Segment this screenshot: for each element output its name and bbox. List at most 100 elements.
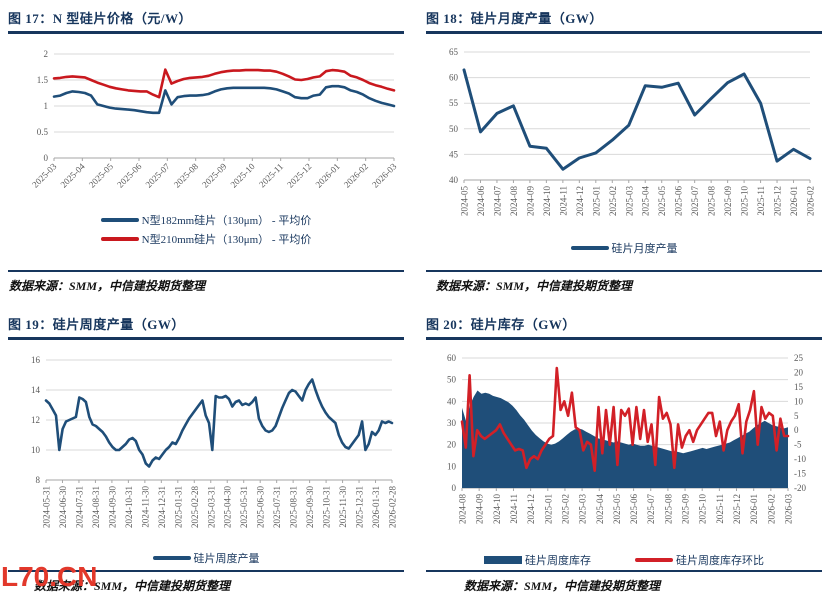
svg-text:2025-02-28: 2025-02-28 bbox=[190, 486, 200, 528]
svg-text:2026-01-31: 2026-01-31 bbox=[371, 486, 381, 528]
legend-item: 硅片周度库存环比 bbox=[635, 552, 764, 568]
svg-text:2025-06: 2025-06 bbox=[629, 494, 639, 524]
svg-text:2026-02: 2026-02 bbox=[342, 161, 370, 189]
svg-text:0: 0 bbox=[452, 483, 457, 493]
svg-text:2026-02: 2026-02 bbox=[766, 494, 776, 524]
panel-footer: 数据来源：SMM，中信建投期货整理 bbox=[426, 569, 822, 595]
svg-text:30: 30 bbox=[447, 418, 457, 428]
svg-text:10: 10 bbox=[447, 461, 457, 471]
svg-text:0: 0 bbox=[44, 153, 49, 163]
svg-text:2025-07: 2025-07 bbox=[690, 186, 700, 216]
svg-text:45: 45 bbox=[449, 149, 459, 159]
svg-text:50: 50 bbox=[447, 375, 457, 385]
legend-line-swatch bbox=[152, 556, 191, 560]
legend-label: 硅片周度库存 bbox=[525, 555, 591, 567]
legend-fig19: 硅片周度产量 bbox=[8, 550, 404, 566]
panel-footer: 数据来源：SMM，中信建投期货整理 bbox=[8, 569, 404, 595]
svg-text:60: 60 bbox=[447, 353, 457, 363]
svg-text:2024-08: 2024-08 bbox=[458, 494, 468, 524]
svg-text:2025-05: 2025-05 bbox=[612, 494, 622, 524]
svg-text:2025-10: 2025-10 bbox=[740, 186, 750, 216]
svg-text:2025-09: 2025-09 bbox=[681, 494, 691, 524]
legend-item: 硅片周度产量 bbox=[152, 550, 260, 566]
svg-text:14: 14 bbox=[31, 385, 41, 395]
legend-item: 硅片月度产量 bbox=[570, 240, 678, 256]
svg-text:2024-05: 2024-05 bbox=[460, 186, 470, 216]
legend-label: N型210mm硅片（130μm） - 平均价 bbox=[141, 234, 312, 246]
data-source-note: 数据来源：SMM，中信建投期货整理 bbox=[464, 579, 661, 593]
svg-text:2025-04: 2025-04 bbox=[595, 494, 605, 524]
svg-text:10: 10 bbox=[794, 396, 804, 406]
svg-text:2025-05: 2025-05 bbox=[87, 161, 116, 190]
svg-text:2026-03: 2026-03 bbox=[784, 494, 794, 524]
svg-text:2024-08: 2024-08 bbox=[509, 186, 519, 216]
svg-text:2024-10: 2024-10 bbox=[542, 186, 552, 216]
legend-line-swatch bbox=[100, 218, 139, 222]
svg-text:2024-06-30: 2024-06-30 bbox=[58, 486, 68, 528]
svg-text:2025-10-31: 2025-10-31 bbox=[322, 486, 332, 528]
svg-text:12: 12 bbox=[31, 415, 40, 425]
svg-text:40: 40 bbox=[449, 175, 459, 185]
svg-text:2025-10: 2025-10 bbox=[228, 161, 257, 190]
svg-text:2025-03: 2025-03 bbox=[624, 186, 634, 216]
svg-text:-20: -20 bbox=[794, 483, 806, 493]
svg-text:2026-03: 2026-03 bbox=[370, 161, 399, 190]
title-rule bbox=[8, 337, 404, 340]
title-rule bbox=[426, 31, 822, 34]
data-source-note: 数据来源：SMM，中信建投期货整理 bbox=[9, 279, 206, 293]
title-rule bbox=[426, 337, 822, 340]
panel-title: 图 20：硅片库存（GW） bbox=[426, 317, 576, 332]
title-rule bbox=[8, 31, 404, 34]
svg-text:65: 65 bbox=[449, 47, 459, 57]
svg-text:2024-11: 2024-11 bbox=[509, 494, 519, 524]
svg-text:2025-03: 2025-03 bbox=[578, 494, 588, 524]
legend-line-swatch bbox=[100, 237, 139, 241]
legend-label: 硅片周度库存环比 bbox=[676, 555, 764, 567]
svg-text:2025-04: 2025-04 bbox=[641, 186, 651, 216]
svg-text:2025-09: 2025-09 bbox=[200, 161, 229, 190]
svg-text:0: 0 bbox=[794, 425, 799, 435]
svg-text:2026-02: 2026-02 bbox=[806, 186, 816, 216]
svg-text:2026-02-28: 2026-02-28 bbox=[388, 486, 398, 528]
svg-text:2025-04-30: 2025-04-30 bbox=[223, 486, 233, 528]
svg-text:2025-12-31: 2025-12-31 bbox=[355, 486, 365, 528]
svg-text:2025-08: 2025-08 bbox=[172, 161, 201, 190]
footer-rule bbox=[426, 269, 822, 272]
legend-bar-swatch bbox=[484, 556, 522, 564]
legend-line-swatch bbox=[635, 558, 673, 562]
svg-text:1: 1 bbox=[44, 101, 49, 111]
svg-text:2024-09: 2024-09 bbox=[525, 186, 535, 216]
data-source-note: 数据来源：SMM，中信建投期货整理 bbox=[34, 579, 231, 593]
footer-rule bbox=[8, 569, 404, 572]
svg-text:2026-01: 2026-01 bbox=[313, 161, 341, 189]
watermark: L70.CN bbox=[1, 561, 98, 592]
svg-text:2025-11: 2025-11 bbox=[715, 494, 725, 524]
panel-fig18-monthly-wafer-output: 图 18：硅片月度产量（GW） 40 45 50 55 60 65 2024-05 2024-… bbox=[414, 0, 828, 300]
svg-text:2025-01: 2025-01 bbox=[591, 186, 601, 216]
panel-footer: 数据来源：SMM，中信建投期货整理 bbox=[426, 269, 822, 295]
svg-text:-10: -10 bbox=[794, 454, 806, 464]
svg-text:2025-07: 2025-07 bbox=[646, 494, 656, 524]
svg-text:60: 60 bbox=[449, 73, 459, 83]
svg-text:2024-09: 2024-09 bbox=[475, 494, 485, 524]
svg-text:20: 20 bbox=[794, 367, 804, 377]
svg-text:2025-01: 2025-01 bbox=[543, 494, 553, 524]
chart-monthly-wafer-output: 40 45 50 55 60 65 2024-05 2024-06 2024-07 2024-08… bbox=[449, 47, 816, 216]
panel-title: 图 17：N 型硅片价格（元/W） bbox=[8, 11, 193, 26]
svg-text:2025-11: 2025-11 bbox=[756, 186, 766, 216]
footer-rule bbox=[426, 569, 822, 572]
svg-text:2025-05-31: 2025-05-31 bbox=[239, 486, 249, 528]
legend-line-swatch bbox=[570, 246, 609, 250]
data-source-note: 数据来源：SMM，中信建投期货整理 bbox=[436, 279, 633, 293]
svg-text:2025-09: 2025-09 bbox=[723, 186, 733, 216]
svg-text:2024-10: 2024-10 bbox=[492, 494, 502, 524]
svg-text:2025-12: 2025-12 bbox=[285, 161, 313, 189]
svg-text:2025-08-31: 2025-08-31 bbox=[289, 486, 299, 528]
svg-text:15: 15 bbox=[794, 382, 804, 392]
svg-text:2024-12: 2024-12 bbox=[575, 186, 585, 216]
svg-text:5: 5 bbox=[794, 411, 799, 421]
svg-text:2025-11: 2025-11 bbox=[257, 161, 285, 189]
legend-fig20: 硅片周度库存 硅片周度库存环比 bbox=[426, 552, 822, 568]
svg-text:2025-12: 2025-12 bbox=[732, 494, 742, 524]
